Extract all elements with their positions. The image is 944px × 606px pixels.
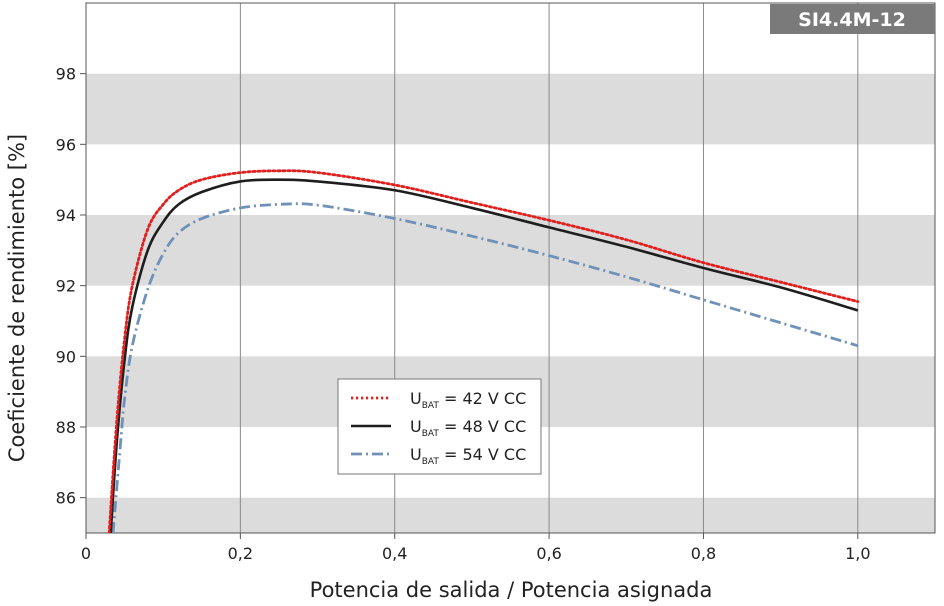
y-tick-label: 98 [56, 65, 76, 84]
y-tick-label: 96 [56, 135, 76, 154]
series-line--48-v-cc [109, 178, 859, 533]
x-tick-label: 1,0 [845, 544, 870, 563]
model-badge: SI4.4M-12 [770, 4, 935, 34]
badge-background [770, 4, 935, 34]
series-line--54-v-cc [111, 202, 859, 533]
series-line--42-v-cc [107, 169, 860, 533]
y-axis-label: Coeficiente de rendimiento [%] [5, 134, 29, 462]
background-band [86, 497, 935, 533]
legend-entry-label: UBAT = 42 V CC [410, 389, 526, 411]
y-tick-label: 94 [56, 206, 76, 225]
y-axis-ticks: 86 88 90 92 94 96 98 [56, 65, 86, 508]
x-tick-label: 0,4 [382, 544, 407, 563]
y-tick-label: 90 [56, 347, 76, 366]
series-lines [107, 169, 860, 533]
background-band [86, 73, 935, 145]
badge-label: SI4.4M-12 [798, 9, 906, 31]
x-tick-label: 0,2 [228, 544, 253, 563]
legend-entry-label: UBAT = 48 V CC [410, 417, 526, 439]
legend-entry-label: UBAT = 54 V CC [410, 445, 526, 467]
x-tick-label: 0 [81, 544, 91, 563]
x-tick-label: 0,8 [691, 544, 716, 563]
x-axis-label: Potencia de salida / Potencia asignada [310, 578, 713, 602]
x-axis-ticks: 0 0,2 0,4 0,6 0,8 1,0 [81, 533, 871, 563]
y-tick-label: 88 [56, 418, 76, 437]
y-tick-label: 86 [56, 489, 76, 508]
plot-frame [85, 2, 936, 534]
background-band [86, 215, 935, 286]
x-tick-label: 0,6 [536, 544, 561, 563]
legend: UBAT = 42 V CC UBAT = 48 V CC UBAT = 54 V … [337, 378, 542, 475]
y-tick-label: 92 [56, 277, 76, 296]
